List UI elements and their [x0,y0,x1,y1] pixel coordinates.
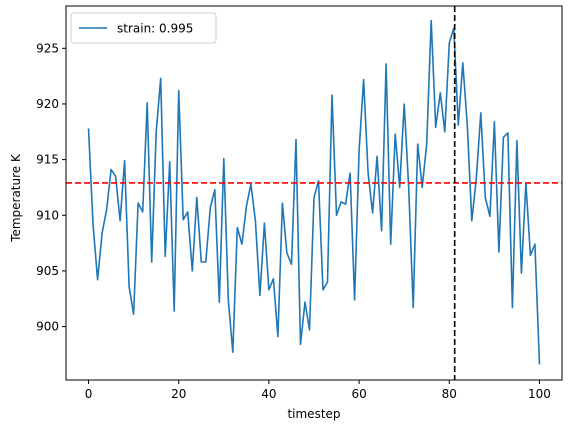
series-line [87,19,541,365]
x-tick-label: 40 [261,387,276,401]
y-tick-label: 900 [36,320,59,334]
legend-frame [70,12,217,44]
legend: strain: 0.995 [70,12,217,44]
x-axis-label: timestep [287,407,340,421]
x-tick-label: 20 [171,387,186,401]
y-axis: 900 905 910 915 920 925 [36,41,66,334]
x-tick-label: 0 [85,387,93,401]
y-tick-label: 915 [36,153,59,167]
y-axis-label: Temperature K [9,153,23,243]
x-axis: 0 20 40 60 80 100 [85,380,551,401]
y-tick-label: 905 [36,264,59,278]
plot-area [65,5,563,381]
y-tick-label: 920 [36,97,59,111]
y-tick-label: 925 [36,41,59,55]
x-tick-label: 80 [442,387,457,401]
y-tick-label: 910 [36,208,59,222]
legend-label: strain: 0.995 [117,22,193,36]
plot-frame [65,5,563,381]
x-tick-label: 100 [528,387,551,401]
x-tick-label: 60 [351,387,366,401]
